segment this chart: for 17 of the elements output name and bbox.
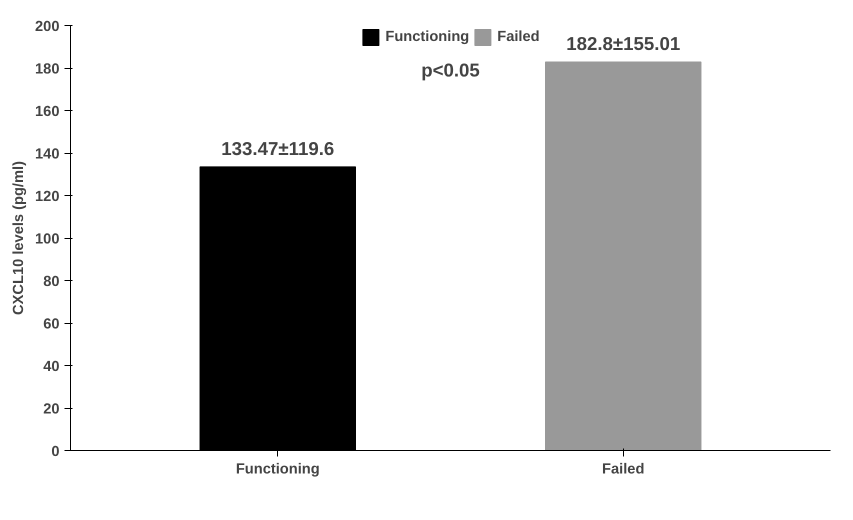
y-tick-label: 180 <box>35 62 60 78</box>
y-tick-label: 40 <box>43 359 60 375</box>
data-label: 133.47±119.6 <box>221 138 334 159</box>
y-tick-label: 100 <box>35 232 60 248</box>
legend-label: Functioning <box>385 29 470 45</box>
data-label: 182.8±155.01 <box>566 33 680 54</box>
y-tick-label: 140 <box>35 146 60 162</box>
y-tick-label: 80 <box>43 274 60 290</box>
y-tick-label: 160 <box>35 104 60 120</box>
y-tick-label: 20 <box>43 402 60 418</box>
y-axis-title: CXCL10 levels (pg/ml) <box>11 160 28 315</box>
annotation: p<0.05 <box>421 60 480 80</box>
legend-label: Failed <box>497 29 540 45</box>
y-tick-label: 60 <box>43 316 60 332</box>
y-tick-label: 200 <box>35 19 60 35</box>
y-tick-label: 0 <box>51 444 60 460</box>
y-tick-label: 120 <box>35 189 60 205</box>
